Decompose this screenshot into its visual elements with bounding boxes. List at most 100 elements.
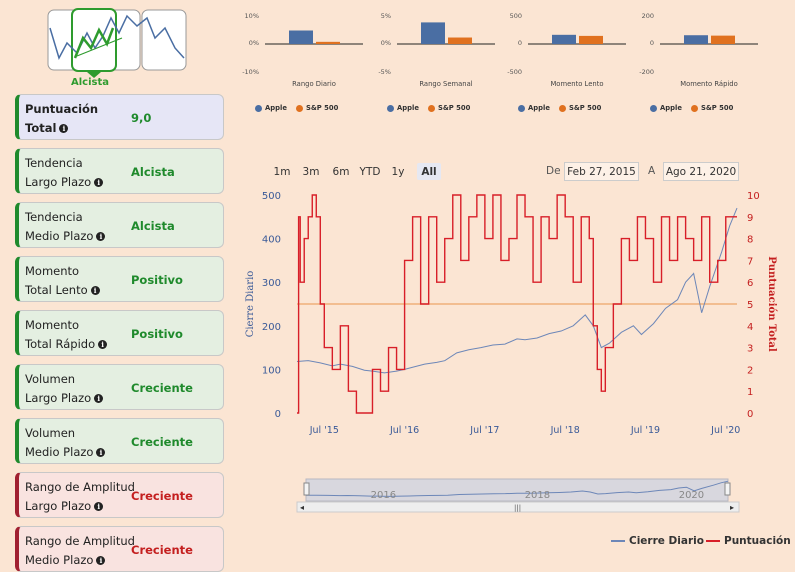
info-icon[interactable]: i [59,124,69,133]
range-button-3m[interactable]: 3m [302,165,320,178]
range-button-ytd[interactable]: YTD [359,165,381,178]
y2-tick-label: 3 [747,344,753,355]
apple-bar[interactable] [552,34,576,44]
info-icon[interactable]: i [96,556,106,565]
card-label: Momento Total Rápido i [25,316,145,354]
mini-chart-caption: Momento Lento [550,80,604,88]
y2-tick-label: 1 [747,387,753,398]
apple-legend-dot [518,104,525,112]
legend-item-sp500[interactable]: S&P 500 [427,104,470,112]
legend-item-apple[interactable]: Apple [518,104,550,112]
legend-item-apple[interactable]: Apple [387,104,419,112]
mini-legend: Apple S&P 500 [255,104,338,112]
scroll-grip-icon[interactable]: ||| [514,504,521,512]
mini-tick-label: -500 [507,68,522,76]
apple-bar[interactable] [421,22,445,44]
card-label-line1: Tendencia [25,156,83,170]
scroll-right-arrow-icon[interactable]: ▸ [730,503,734,512]
card-label-line1: Tendencia [25,210,83,224]
card-label-line2: Medio Plazo [25,445,94,459]
sp500-bar[interactable] [579,35,603,44]
info-icon[interactable]: i [90,286,100,295]
legend-apple-label: Apple [265,104,287,112]
legend-item-apple[interactable]: Apple [255,104,287,112]
legend-score-label: Puntuación [724,535,791,547]
scroll-left-arrow-icon[interactable]: ◂ [300,503,304,512]
apple-bar[interactable] [684,35,708,44]
y2-tick-label: 2 [747,365,753,376]
y-axis-title: Cierre Diario [245,271,256,338]
info-icon[interactable]: i [94,502,104,511]
card-label-line2: Total Rápido [25,337,96,351]
info-icon[interactable]: i [94,178,104,187]
navigator-handle-right[interactable] [724,482,731,496]
legend-item-apple[interactable]: Apple [650,104,682,112]
y2-tick-label: 7 [747,256,753,267]
navigator-handle-left[interactable] [303,482,310,496]
mini-tick-label: 10% [244,12,259,20]
sp500-bar[interactable] [316,41,340,44]
mini-tick-label: 0% [248,39,259,47]
navigator-year-label: 2018 [525,490,550,501]
score-card: Puntuación Total i 9,0 [15,94,224,140]
y-tick-label: 0 [275,409,281,420]
card-value: Creciente [131,381,193,395]
range-button-all[interactable]: All [417,163,441,180]
x-tick-label: Jul '17 [469,425,499,436]
range-navigator[interactable]: 2016 2018 2020 ◂ ▸ ||| [296,478,741,514]
y2-tick-label: 0 [747,409,753,420]
card-label: Puntuación Total i [25,100,145,138]
card-label-line2: Medio Plazo [25,229,94,243]
sp500-bar[interactable] [448,37,472,44]
sp500-bar[interactable] [711,35,735,44]
logo-label: Alcista [70,77,109,88]
main-price-score-chart: 0 100 200 300 400 500 0 1 2 3 4 5 6 7 8 9 10 Jul '15 Jul '… [245,191,777,436]
apple-legend-dot [255,104,262,112]
card-label-line1: Momento [25,318,80,332]
sp500-legend-dot [427,104,435,112]
card-value: Creciente [131,543,193,557]
range-button-6m[interactable]: 6m [332,165,350,178]
mini-chart-caption: Rango Diario [292,80,336,88]
y2-tick-label: 10 [747,191,760,202]
date-from-label: De [546,165,561,177]
legend-apple-label: Apple [660,104,682,112]
card-value: Creciente [131,435,193,449]
sp500-legend-dot [295,104,303,112]
x-tick-label: Jul '15 [309,425,339,436]
card-label-line2: Largo Plazo [25,175,92,189]
legend-item-close[interactable]: Cierre Diario [611,535,704,547]
date-to-input[interactable]: Ago 21, 2020 [663,162,739,181]
card-label-line1: Volumen [25,372,76,386]
mini-tick-label: 0 [517,39,522,47]
mini-legend: Apple S&P 500 [387,104,470,112]
navigator-scrollbar[interactable] [296,501,740,513]
score-card: Momento Total Rápido i Positivo [15,310,224,356]
range-button-1m[interactable]: 1m [273,165,291,178]
info-icon[interactable]: i [98,340,108,349]
info-icon[interactable]: i [96,448,106,457]
info-icon[interactable]: i [96,232,106,241]
legend-item-sp500[interactable]: S&P 500 [558,104,601,112]
apple-bar[interactable] [289,30,313,45]
y-tick-label: 200 [262,322,281,333]
legend-item-score[interactable]: Puntuación [706,535,791,547]
legend-item-sp500[interactable]: S&P 500 [690,104,733,112]
card-label: Tendencia Medio Plazo i [25,208,145,246]
y2-tick-label: 9 [747,213,753,224]
range-button-1y[interactable]: 1y [391,165,405,178]
card-label: Tendencia Largo Plazo i [25,154,145,192]
card-label-line1: Puntuación [25,102,99,116]
y2-tick-label: 5 [747,300,753,311]
date-from-input[interactable]: Feb 27, 2015 [564,162,639,181]
card-value: Positivo [131,273,183,287]
info-icon[interactable]: i [94,394,104,403]
card-value: Positivo [131,327,183,341]
card-label-line1: Volumen [25,426,76,440]
score-card: Rango de Amplitud Medio Plazo i Creciente [15,526,224,572]
card-label: Rango de Amplitud Largo Plazo i [25,478,145,516]
score-card: Volumen Medio Plazo i Creciente [15,418,224,464]
legend-item-sp500[interactable]: S&P 500 [295,104,338,112]
apple-legend-dot [387,104,394,112]
score-series-line[interactable] [297,194,737,414]
